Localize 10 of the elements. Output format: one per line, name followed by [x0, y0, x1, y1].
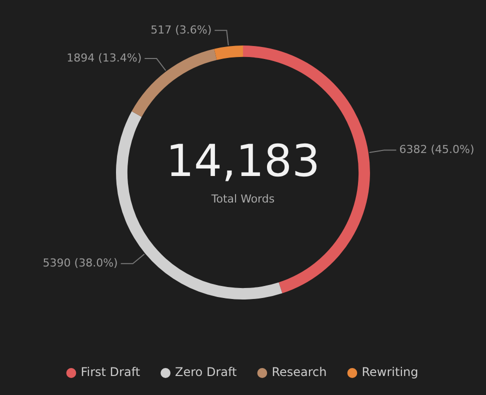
- data-label: 1894 (13.4%): [66, 51, 142, 64]
- legend-label: Research: [272, 365, 327, 380]
- text: 14,183: [166, 136, 320, 187]
- legend-label: Zero Draft: [175, 365, 238, 380]
- data-label: 6382 (45.0%): [399, 142, 474, 156]
- text: Total Words: [210, 192, 275, 206]
- legend-label: First Draft: [80, 365, 140, 380]
- data-label: 517 (3.6%): [150, 23, 212, 36]
- data-label: 5390 (38.0%): [42, 256, 118, 270]
- legend-label: Rewriting: [362, 365, 418, 380]
